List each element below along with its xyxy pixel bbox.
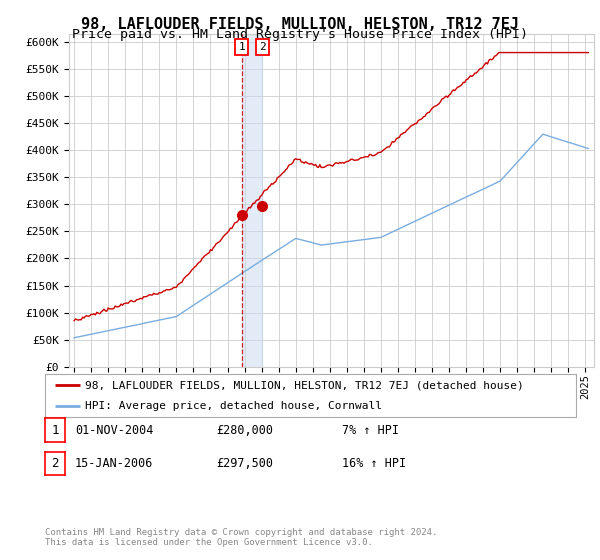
Text: 2: 2 (259, 42, 266, 52)
Text: 7% ↑ HPI: 7% ↑ HPI (342, 423, 399, 437)
Text: HPI: Average price, detached house, Cornwall: HPI: Average price, detached house, Corn… (85, 402, 382, 411)
Text: £280,000: £280,000 (216, 423, 273, 437)
Bar (242, 34, 262, 367)
Text: Contains HM Land Registry data © Crown copyright and database right 2024.
This d: Contains HM Land Registry data © Crown c… (45, 528, 437, 547)
Text: 15-JAN-2006: 15-JAN-2006 (75, 457, 154, 470)
Text: 16% ↑ HPI: 16% ↑ HPI (342, 457, 406, 470)
Text: 1: 1 (52, 423, 59, 437)
Text: Price paid vs. HM Land Registry's House Price Index (HPI): Price paid vs. HM Land Registry's House … (72, 28, 528, 41)
Text: £297,500: £297,500 (216, 457, 273, 470)
Text: 98, LAFLOUDER FIELDS, MULLION, HELSTON, TR12 7EJ: 98, LAFLOUDER FIELDS, MULLION, HELSTON, … (81, 17, 519, 32)
Text: 98, LAFLOUDER FIELDS, MULLION, HELSTON, TR12 7EJ (detached house): 98, LAFLOUDER FIELDS, MULLION, HELSTON, … (85, 380, 524, 390)
Text: 1: 1 (238, 42, 245, 52)
Text: 01-NOV-2004: 01-NOV-2004 (75, 423, 154, 437)
Text: 2: 2 (52, 457, 59, 470)
